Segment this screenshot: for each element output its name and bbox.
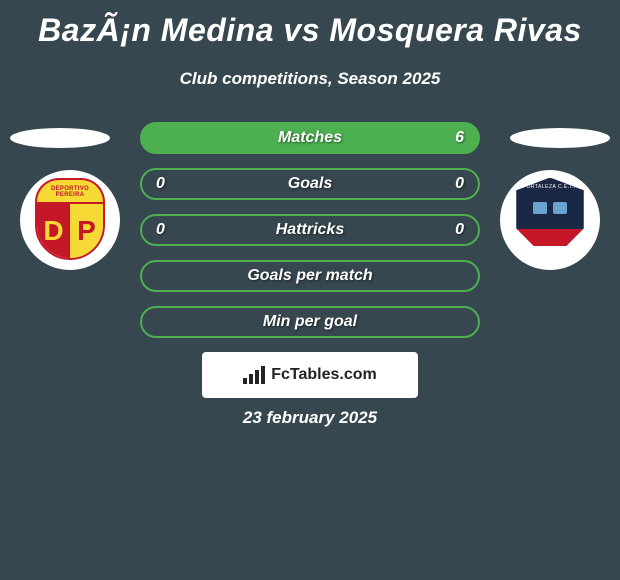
date-label: 23 february 2025 [0,408,620,428]
stat-right-value: 0 [455,221,464,239]
brand-name: FcTables.com [271,366,377,384]
stat-row-min-per-goal: Min per goal [140,306,480,338]
stats-container: Matches 6 0 Goals 0 0 Hattricks 0 Goals … [140,122,480,352]
fortaleza-crest-icon: FORTALEZA C.E.I.F [513,178,588,263]
stat-label: Goals per match [247,267,372,285]
team-badge-right: FORTALEZA C.E.I.F [500,170,600,270]
player-photo-left [10,128,110,148]
pereira-crest-icon: DEPORTIVO PEREIRA D P [35,178,105,263]
subtitle: Club competitions, Season 2025 [0,69,620,89]
team-badge-left: DEPORTIVO PEREIRA D P [20,170,120,270]
stat-row-goals-per-match: Goals per match [140,260,480,292]
stat-label: Hattricks [276,221,344,239]
stat-label: Matches [278,129,342,147]
stat-right-value: 0 [455,175,464,193]
player-photo-right [510,128,610,148]
stat-row-hattricks: 0 Hattricks 0 [140,214,480,246]
stat-label: Min per goal [263,313,357,331]
stat-row-matches: Matches 6 [140,122,480,154]
stat-left-value: 0 [156,221,165,239]
page-title: BazÃ¡n Medina vs Mosquera Rivas [0,0,620,49]
brand-footer: FcTables.com [202,352,418,398]
stat-left-value: 0 [156,175,165,193]
stat-label: Goals [288,175,332,193]
stat-row-goals: 0 Goals 0 [140,168,480,200]
chart-icon [243,366,265,384]
stat-right-value: 6 [455,129,464,147]
